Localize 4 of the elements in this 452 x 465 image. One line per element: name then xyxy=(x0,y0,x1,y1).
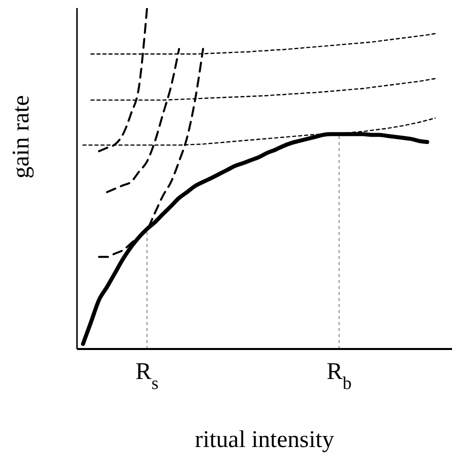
x-axis-title: ritual intensity xyxy=(194,427,334,453)
x-tick-label: R$_{s}$ xyxy=(136,359,159,393)
x-tick-label: R$_{b}$ xyxy=(326,359,352,393)
y-axis-title: gain rate xyxy=(8,95,35,178)
